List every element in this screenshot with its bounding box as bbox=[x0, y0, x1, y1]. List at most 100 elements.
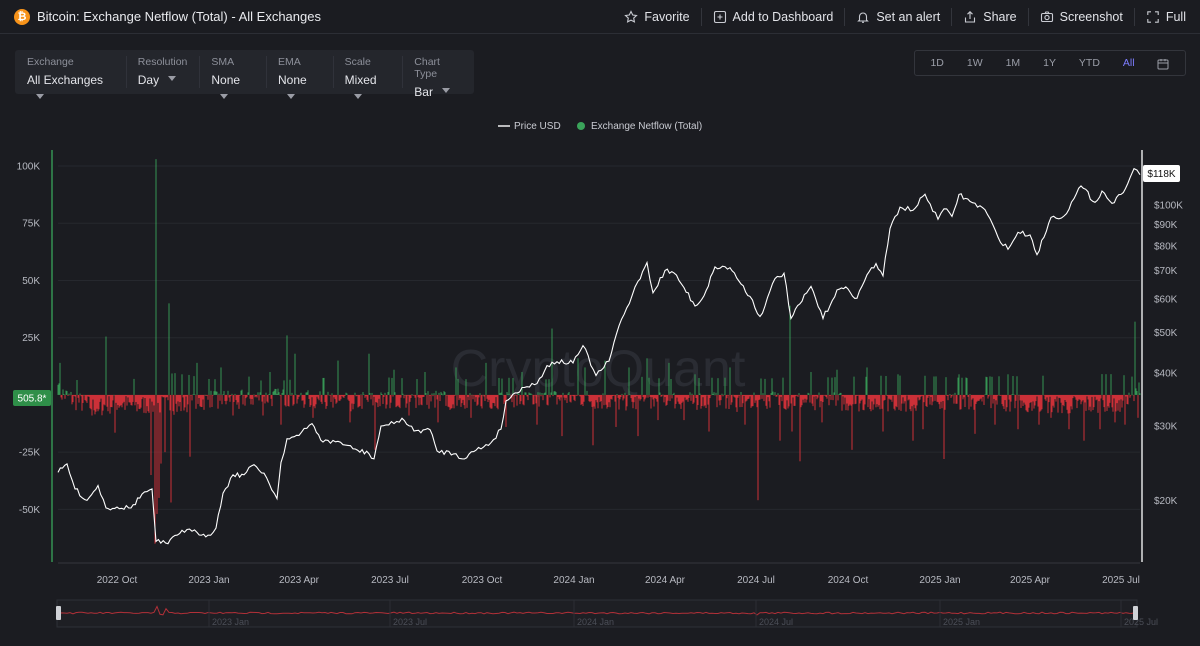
filter-value: None bbox=[211, 73, 241, 87]
netflow-bar bbox=[1120, 394, 1122, 400]
netflow-bar bbox=[384, 392, 386, 395]
resolution-select[interactable]: Resolution Day bbox=[125, 50, 200, 94]
netflow-bar bbox=[1060, 394, 1062, 403]
netflow-bar bbox=[475, 394, 477, 398]
netflow-bar bbox=[722, 394, 724, 397]
netflow-bar bbox=[320, 394, 322, 402]
netflow-bar bbox=[422, 394, 424, 398]
netflow-bar bbox=[224, 394, 226, 401]
netflow-bar bbox=[945, 377, 947, 395]
netflow-bar bbox=[262, 394, 264, 416]
netflow-bar bbox=[457, 378, 459, 395]
netflow-bar bbox=[989, 376, 991, 395]
netflow-bar bbox=[594, 394, 596, 409]
netflow-bar bbox=[861, 394, 863, 400]
netflow-bar bbox=[1094, 394, 1096, 397]
netflow-bar bbox=[1089, 394, 1091, 407]
exchange-select[interactable]: Exchange All Exchanges bbox=[15, 50, 126, 100]
range-navigator[interactable]: 2023 Jan 2023 Jul 2024 Jan 2024 Jul 2025 Jan… bbox=[56, 599, 1158, 628]
netflow-bar bbox=[247, 392, 249, 395]
netflow-bar bbox=[121, 394, 123, 408]
netflow-bar bbox=[576, 394, 578, 397]
navigator-right-handle[interactable] bbox=[1133, 606, 1138, 620]
netflow-bar bbox=[967, 394, 969, 397]
navigator-label: 2023 Jul bbox=[393, 617, 427, 627]
netflow-bar bbox=[222, 394, 224, 395]
netflow-bar bbox=[978, 394, 980, 401]
netflow-bar bbox=[627, 394, 629, 396]
legend-price-label[interactable]: Price USD bbox=[514, 121, 561, 132]
netflow-bar bbox=[764, 378, 766, 395]
netflow-bar bbox=[643, 394, 645, 402]
chart-title-group: ₿ Bitcoin: Exchange Netflow (Total) - Al… bbox=[14, 8, 321, 25]
navigator-label: 2025 Jan bbox=[943, 617, 980, 627]
netflow-bar bbox=[177, 394, 179, 402]
chart-type-select[interactable]: Chart Type Bar bbox=[402, 50, 474, 99]
netflow-bar bbox=[676, 394, 678, 398]
netflow-bar bbox=[1117, 394, 1119, 411]
set-alert-button[interactable]: Set an alert bbox=[845, 8, 953, 26]
netflow-bar bbox=[445, 394, 447, 406]
netflow-bar bbox=[68, 393, 70, 395]
netflow-bar bbox=[78, 394, 80, 403]
netflow-bar bbox=[79, 393, 81, 395]
legend-netflow-label[interactable]: Exchange Netflow (Total) bbox=[591, 121, 702, 132]
netflow-bar bbox=[416, 379, 418, 395]
netflow-bar bbox=[856, 394, 858, 396]
netflow-bar bbox=[920, 394, 922, 397]
ema-select[interactable]: EMA None bbox=[265, 50, 333, 100]
netflow-bar bbox=[901, 394, 903, 404]
add-to-dashboard-button[interactable]: Add to Dashboard bbox=[702, 8, 846, 26]
range-1w-button[interactable]: 1W bbox=[966, 57, 983, 69]
sma-select[interactable]: SMA None bbox=[199, 50, 266, 100]
netflow-bar bbox=[1136, 391, 1138, 395]
range-1y-button[interactable]: 1Y bbox=[1043, 57, 1056, 69]
netflow-bar bbox=[436, 394, 438, 400]
netflow-bar bbox=[785, 394, 787, 410]
range-all-button[interactable]: All bbox=[1122, 57, 1135, 69]
netflow-bar bbox=[117, 394, 119, 406]
favorite-button[interactable]: Favorite bbox=[613, 8, 702, 26]
range-ytd-button[interactable]: YTD bbox=[1078, 57, 1100, 69]
netflow-bar bbox=[1110, 374, 1112, 395]
netflow-bar bbox=[135, 394, 137, 403]
netflow-bar bbox=[329, 394, 331, 396]
range-1m-button[interactable]: 1M bbox=[1005, 57, 1021, 69]
netflow-bar bbox=[211, 394, 213, 407]
netflow-bar bbox=[877, 394, 879, 407]
netflow-bar bbox=[1114, 394, 1116, 423]
calendar-icon[interactable] bbox=[1157, 57, 1169, 70]
fullscreen-button[interactable]: Full bbox=[1135, 8, 1186, 26]
price-line bbox=[57, 167, 1141, 545]
netflow-bar bbox=[698, 377, 700, 395]
netflow-bar bbox=[597, 394, 599, 409]
left-tick-label: 25K bbox=[22, 333, 40, 344]
netflow-bar bbox=[784, 394, 786, 410]
netflow-bar bbox=[1018, 394, 1020, 396]
netflow-bar bbox=[524, 392, 526, 395]
screenshot-button[interactable]: Screenshot bbox=[1029, 8, 1135, 26]
netflow-bar bbox=[553, 391, 555, 395]
netflow-bar bbox=[546, 394, 548, 405]
netflow-bar bbox=[844, 394, 846, 398]
netflow-bar bbox=[646, 358, 648, 395]
netflow-bar bbox=[1058, 394, 1060, 398]
netflow-bar bbox=[1103, 394, 1105, 408]
range-1d-button[interactable]: 1D bbox=[930, 57, 944, 69]
navigator-left-handle[interactable] bbox=[56, 606, 61, 620]
netflow-bar bbox=[316, 394, 318, 397]
netflow-bar bbox=[585, 394, 587, 396]
netflow-bar bbox=[106, 394, 108, 407]
scale-select[interactable]: Scale Mixed bbox=[332, 50, 403, 100]
netflow-bar bbox=[325, 394, 327, 409]
share-button[interactable]: Share bbox=[952, 8, 1029, 26]
netflow-bar bbox=[392, 394, 394, 397]
netflow-bar bbox=[590, 394, 592, 402]
netflow-bar bbox=[370, 394, 372, 400]
netflow-bar bbox=[849, 394, 851, 405]
x-tick-label: 2024 Oct bbox=[828, 575, 869, 586]
netflow-bar bbox=[447, 394, 449, 407]
netflow-bar bbox=[408, 394, 410, 416]
netflow-bar bbox=[836, 369, 838, 395]
